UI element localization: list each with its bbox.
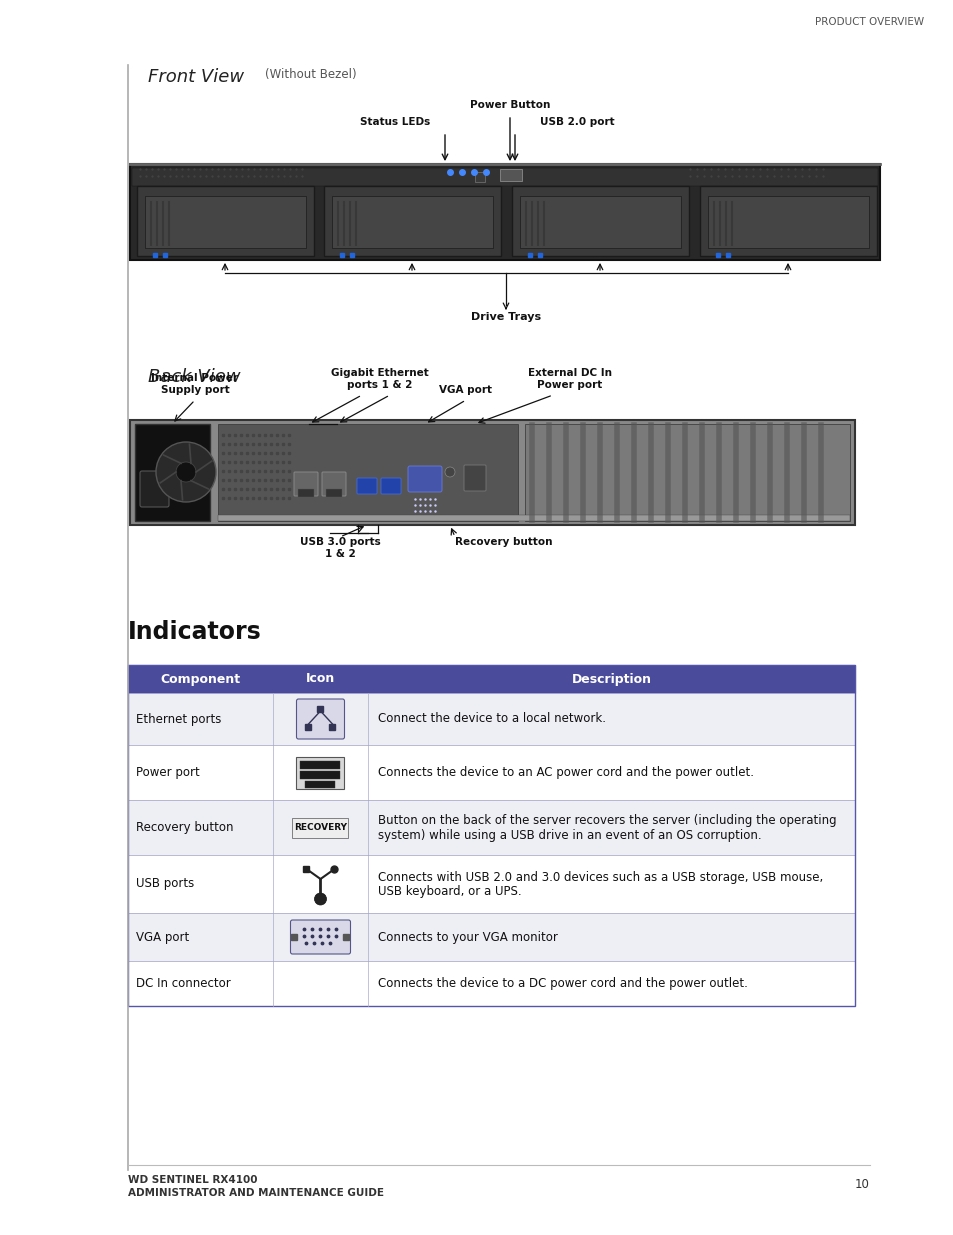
Text: Button on the back of the server recovers the server (including the operating: Button on the back of the server recover… [377, 814, 836, 827]
Bar [218, 424, 517, 521]
Bar [475, 172, 484, 182]
Circle shape [175, 462, 195, 482]
FancyBboxPatch shape [291, 920, 350, 953]
Bar [128, 693, 854, 745]
Bar [145, 196, 306, 248]
Text: Back View: Back View [148, 368, 240, 387]
Bar [300, 761, 340, 768]
Bar [218, 515, 849, 521]
Text: VGA port: VGA port [136, 930, 189, 944]
Bar [128, 800, 854, 855]
Bar [135, 424, 210, 521]
Text: Power Button: Power Button [469, 100, 550, 110]
Text: Front View: Front View [148, 68, 244, 86]
Bar [130, 420, 854, 525]
Text: Gigabit Ethernet
ports 1 & 2: Gigabit Ethernet ports 1 & 2 [331, 368, 429, 390]
FancyBboxPatch shape [408, 466, 441, 492]
Bar [707, 196, 868, 248]
Bar [137, 186, 314, 256]
Text: Component: Component [160, 673, 240, 685]
FancyBboxPatch shape [380, 478, 400, 494]
Bar [128, 664, 854, 693]
Text: system) while using a USB drive in an event of an OS corruption.: system) while using a USB drive in an ev… [377, 829, 760, 842]
FancyBboxPatch shape [296, 757, 344, 788]
Bar [326, 489, 341, 496]
FancyBboxPatch shape [296, 699, 344, 739]
Text: Description: Description [571, 673, 651, 685]
Circle shape [314, 893, 326, 905]
Bar [130, 164, 879, 261]
Bar [128, 913, 854, 961]
Bar [499, 169, 521, 182]
Bar [324, 186, 500, 256]
Bar [300, 771, 340, 778]
Text: Connects the device to a DC power cord and the power outlet.: Connects the device to a DC power cord a… [377, 977, 747, 990]
FancyBboxPatch shape [293, 818, 348, 837]
FancyBboxPatch shape [322, 472, 346, 496]
FancyBboxPatch shape [463, 466, 485, 492]
FancyBboxPatch shape [294, 472, 317, 496]
Text: Ethernet ports: Ethernet ports [136, 713, 221, 725]
Bar [128, 745, 854, 800]
Bar [700, 186, 876, 256]
Circle shape [156, 442, 215, 501]
Text: Connects the device to an AC power cord and the power outlet.: Connects the device to an AC power cord … [377, 766, 753, 779]
Text: Connects with USB 2.0 and 3.0 devices such as a USB storage, USB mouse,: Connects with USB 2.0 and 3.0 devices su… [377, 871, 822, 883]
Bar [519, 196, 680, 248]
Text: Drive Trays: Drive Trays [471, 312, 540, 322]
FancyBboxPatch shape [140, 471, 169, 508]
Text: RECOVERY: RECOVERY [294, 823, 347, 832]
Bar [297, 489, 314, 496]
Text: Status LEDs: Status LEDs [359, 117, 430, 127]
Text: Power port: Power port [136, 766, 199, 779]
Text: PRODUCT OVERVIEW: PRODUCT OVERVIEW [815, 17, 923, 27]
Text: ADMINISTRATOR AND MAINTENANCE GUIDE: ADMINISTRATOR AND MAINTENANCE GUIDE [128, 1188, 384, 1198]
Text: USB ports: USB ports [136, 878, 194, 890]
Text: Connects to your VGA monitor: Connects to your VGA monitor [377, 930, 558, 944]
Text: WD SENTINEL RX4100: WD SENTINEL RX4100 [128, 1174, 257, 1186]
Bar [305, 781, 335, 788]
Text: Icon: Icon [306, 673, 335, 685]
Text: Recovery button: Recovery button [136, 821, 233, 834]
Text: External DC In
Power port: External DC In Power port [527, 368, 612, 390]
Bar [512, 186, 688, 256]
Text: Recovery button: Recovery button [455, 537, 552, 547]
Bar [128, 855, 854, 913]
Bar [132, 168, 877, 186]
Text: VGA port: VGA port [439, 385, 492, 395]
Text: Indicators: Indicators [128, 620, 261, 643]
Bar [524, 424, 849, 521]
Text: Internal Power
Supply port: Internal Power Supply port [152, 373, 238, 395]
Text: 10: 10 [854, 1178, 869, 1192]
Text: USB 2.0 port: USB 2.0 port [539, 117, 614, 127]
Bar [332, 196, 493, 248]
Text: DC In connector: DC In connector [136, 977, 231, 990]
Text: Connect the device to a local network.: Connect the device to a local network. [377, 713, 605, 725]
FancyBboxPatch shape [356, 478, 376, 494]
Text: USB 3.0 ports
1 & 2: USB 3.0 ports 1 & 2 [299, 537, 380, 558]
Bar [128, 664, 854, 1007]
Text: (Without Bezel): (Without Bezel) [265, 68, 356, 82]
Bar [128, 961, 854, 1007]
Circle shape [444, 467, 455, 477]
Text: USB keyboard, or a UPS.: USB keyboard, or a UPS. [377, 885, 521, 899]
